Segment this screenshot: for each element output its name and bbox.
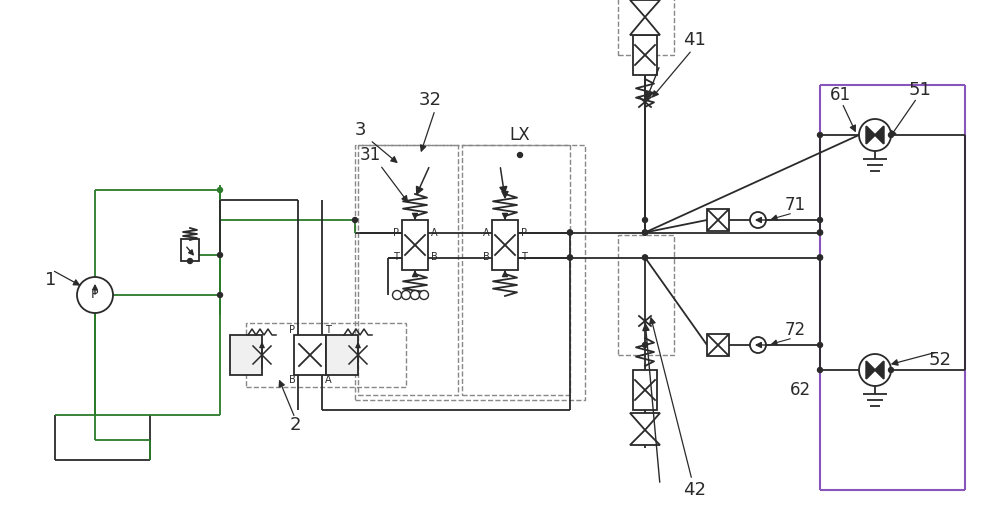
Bar — [618, 0, 674, 55]
Bar — [326, 335, 358, 375]
Circle shape — [859, 119, 891, 151]
Text: 3: 3 — [354, 121, 366, 139]
Circle shape — [818, 230, 822, 235]
Circle shape — [818, 132, 822, 138]
Circle shape — [568, 230, 572, 235]
Bar — [462, 145, 570, 395]
Polygon shape — [630, 413, 660, 430]
Text: P: P — [91, 289, 99, 301]
Circle shape — [642, 255, 648, 260]
Polygon shape — [630, 430, 660, 445]
Circle shape — [818, 342, 822, 348]
Text: 52: 52 — [928, 351, 952, 369]
Bar — [707, 334, 729, 356]
Bar — [402, 220, 428, 270]
Text: P: P — [521, 227, 527, 237]
Bar — [230, 335, 262, 375]
Text: T: T — [325, 325, 331, 335]
Bar — [358, 145, 458, 395]
Text: 2: 2 — [289, 416, 301, 434]
Text: B: B — [289, 375, 295, 385]
Polygon shape — [875, 126, 884, 144]
Text: A: A — [431, 227, 437, 237]
Circle shape — [889, 368, 894, 373]
Circle shape — [818, 368, 822, 373]
Circle shape — [818, 255, 822, 260]
Text: B: B — [431, 253, 437, 262]
Circle shape — [218, 292, 222, 298]
Circle shape — [750, 212, 766, 228]
Text: 41: 41 — [684, 31, 706, 49]
Text: A: A — [483, 227, 489, 237]
Circle shape — [77, 277, 113, 313]
Circle shape — [642, 342, 648, 348]
Bar — [633, 370, 657, 410]
Bar — [633, 35, 657, 75]
Bar — [618, 235, 674, 355]
Circle shape — [642, 255, 648, 260]
Circle shape — [402, 290, 411, 299]
Polygon shape — [875, 361, 884, 379]
Text: 51: 51 — [909, 81, 931, 99]
Bar — [707, 209, 729, 231]
Bar — [294, 335, 326, 375]
Bar — [246, 323, 406, 387]
Bar — [355, 145, 585, 400]
Circle shape — [218, 253, 222, 257]
Text: B: B — [483, 253, 489, 262]
Circle shape — [642, 230, 648, 235]
Circle shape — [859, 354, 891, 386]
Circle shape — [818, 217, 822, 223]
Text: T: T — [521, 253, 527, 262]
Polygon shape — [866, 361, 875, 379]
Circle shape — [568, 255, 572, 260]
Text: 72: 72 — [784, 321, 806, 339]
Bar — [492, 220, 518, 270]
Circle shape — [411, 290, 420, 299]
Circle shape — [568, 230, 572, 235]
Circle shape — [352, 217, 358, 223]
Circle shape — [818, 255, 822, 260]
Circle shape — [642, 230, 648, 235]
Circle shape — [392, 290, 402, 299]
Circle shape — [218, 187, 222, 193]
Circle shape — [188, 258, 192, 264]
Text: LX: LX — [510, 126, 530, 144]
Polygon shape — [630, 0, 660, 17]
Text: 42: 42 — [684, 481, 706, 499]
Circle shape — [518, 152, 522, 158]
Text: P: P — [289, 325, 295, 335]
Circle shape — [642, 230, 648, 235]
Circle shape — [750, 337, 766, 353]
Circle shape — [568, 255, 572, 260]
Circle shape — [420, 290, 428, 299]
Text: 32: 32 — [418, 91, 442, 109]
Polygon shape — [630, 17, 660, 35]
Text: T: T — [393, 253, 399, 262]
Text: 61: 61 — [829, 86, 851, 104]
Text: A: A — [325, 375, 331, 385]
Text: 62: 62 — [789, 381, 811, 399]
Circle shape — [818, 230, 822, 235]
Text: 1: 1 — [45, 271, 56, 289]
Text: P: P — [393, 227, 399, 237]
Circle shape — [642, 217, 648, 223]
Circle shape — [889, 132, 894, 138]
Polygon shape — [866, 126, 875, 144]
Text: 31: 31 — [359, 146, 381, 164]
Text: 71: 71 — [784, 196, 806, 214]
Bar — [181, 239, 199, 261]
